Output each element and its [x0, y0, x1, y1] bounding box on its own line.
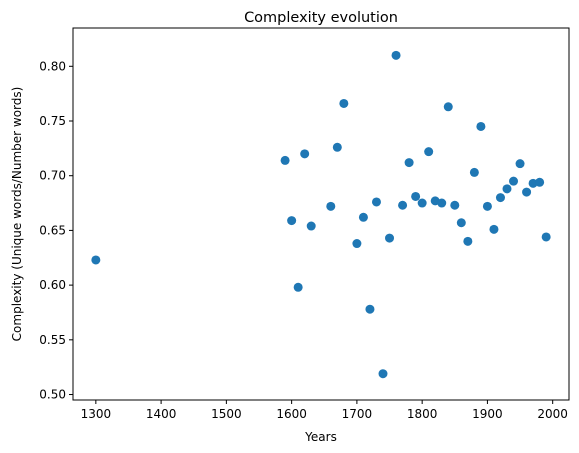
- data-point: [515, 159, 525, 169]
- data-point: [411, 191, 421, 201]
- data-point: [398, 200, 408, 210]
- y-tick-label: 0.65: [39, 223, 66, 237]
- y-tick-label: 0.75: [39, 114, 66, 128]
- data-point: [358, 212, 368, 222]
- data-point: [287, 216, 297, 226]
- data-point: [391, 50, 401, 60]
- data-point: [463, 236, 473, 246]
- y-axis: 0.50 0.55 0.60 0.65 0.70 0.75 0.80: [39, 59, 73, 402]
- plot-frame: [72, 27, 570, 401]
- data-point: [280, 155, 290, 165]
- x-axis-label: Years: [304, 430, 337, 444]
- y-tick-label: 0.50: [39, 388, 66, 402]
- data-point: [91, 255, 101, 265]
- data-point: [535, 177, 545, 187]
- data-point: [326, 201, 336, 211]
- x-tick-label: 1400: [146, 407, 177, 421]
- x-tick-label: 1900: [472, 407, 503, 421]
- data-point: [352, 239, 362, 249]
- data-point: [293, 282, 303, 292]
- x-tick-label: 1800: [407, 407, 438, 421]
- data-point: [404, 158, 414, 168]
- data-point: [450, 200, 460, 210]
- data-point: [378, 369, 388, 379]
- data-point: [417, 198, 427, 208]
- x-tick-label: 1300: [81, 407, 112, 421]
- data-point: [482, 201, 492, 211]
- data-points: [91, 50, 551, 379]
- data-point: [306, 221, 316, 231]
- data-point: [476, 121, 486, 131]
- data-point: [385, 233, 395, 243]
- x-tick-label: 1500: [211, 407, 242, 421]
- data-point: [424, 147, 434, 157]
- data-point: [495, 193, 505, 203]
- data-point: [522, 187, 532, 197]
- data-point: [443, 102, 453, 112]
- y-tick-label: 0.60: [39, 278, 66, 292]
- data-point: [456, 218, 466, 228]
- chart-title: Complexity evolution: [244, 10, 398, 26]
- data-point: [339, 98, 349, 108]
- data-point: [541, 232, 551, 242]
- x-tick-label: 1600: [276, 407, 307, 421]
- data-point: [300, 149, 310, 159]
- y-tick-label: 0.70: [39, 169, 66, 183]
- data-point: [332, 142, 342, 152]
- y-tick-label: 0.55: [39, 333, 66, 347]
- data-point: [502, 184, 512, 194]
- data-point: [469, 167, 479, 177]
- x-tick-label: 2000: [537, 407, 568, 421]
- data-point: [509, 176, 519, 186]
- data-point: [489, 224, 499, 234]
- x-tick-label: 1700: [342, 407, 373, 421]
- y-axis-label: Complexity (Unique words/Number words): [10, 87, 24, 342]
- data-point: [365, 304, 375, 314]
- y-tick-label: 0.80: [39, 59, 66, 73]
- x-axis: 1300 1400 1500 1600 1700 1800 1900 2000: [81, 400, 568, 421]
- data-point: [371, 197, 381, 207]
- data-point: [437, 198, 447, 208]
